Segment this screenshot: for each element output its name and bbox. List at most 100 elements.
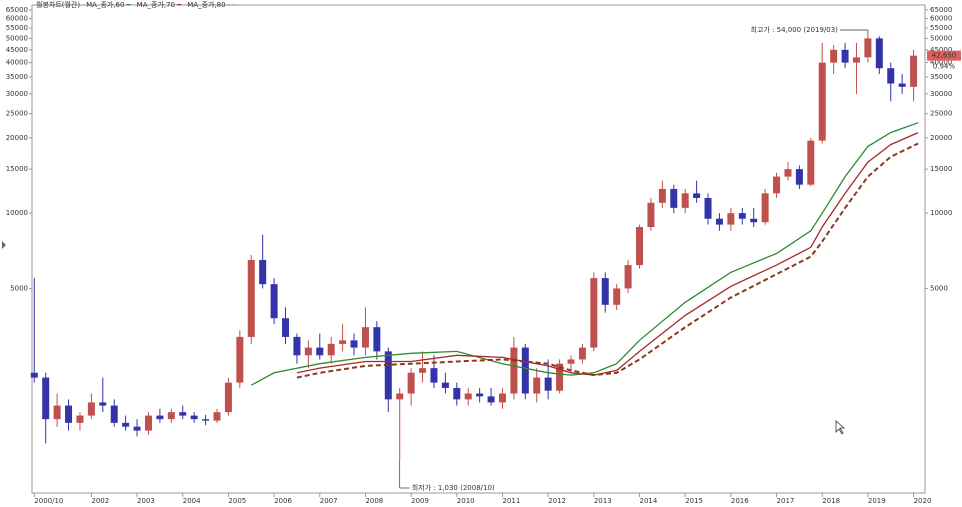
candle-body — [76, 415, 84, 423]
ma-line — [296, 142, 919, 379]
change-label: 0.94% — [933, 63, 956, 71]
candle-body — [167, 412, 175, 420]
mouse-cursor — [835, 420, 846, 435]
x-tick-label: 2007 — [320, 497, 338, 505]
x-tick-label: 2010 — [457, 497, 475, 505]
candle-body — [373, 327, 381, 352]
candle-body — [556, 363, 564, 391]
candle-body — [430, 368, 438, 383]
candle-body — [202, 419, 210, 421]
candle-body — [818, 62, 826, 141]
y-tick-label: 15000 — [6, 165, 28, 173]
candle-body — [852, 57, 860, 63]
legend-label: MA_종가,80 — [187, 0, 225, 9]
legend-title: 월봉차트(월간) — [36, 0, 80, 9]
ma-line — [250, 122, 919, 386]
legend-swatch: - - — [228, 1, 236, 9]
x-tick-label: 2016 — [731, 497, 749, 505]
candle-body — [396, 393, 404, 400]
y-tick-label: 60000 — [930, 15, 952, 23]
y-tick-label: 35000 — [6, 73, 28, 81]
x-tick-label: 2013 — [594, 497, 612, 505]
candle-body — [693, 193, 701, 198]
candle-body — [65, 405, 73, 423]
candle-body — [738, 213, 746, 219]
side-arrow[interactable] — [2, 241, 6, 249]
y-tick-label: 25000 — [930, 110, 952, 118]
x-tick-label: 2003 — [137, 497, 155, 505]
candle-body — [567, 359, 575, 364]
y-tick-label: 40000 — [930, 59, 952, 67]
candle-body — [419, 368, 427, 373]
last-price-label: 42,650 — [932, 52, 957, 60]
candle-body — [42, 377, 50, 420]
x-tick-label: 2005 — [228, 497, 246, 505]
candle-body — [761, 193, 769, 223]
y-tick-label: 25000 — [6, 110, 28, 118]
x-tick-label: 2000/10 — [34, 497, 63, 505]
candle-body — [407, 372, 415, 394]
y-tick-label: 55000 — [930, 24, 952, 32]
last-price-box — [927, 50, 961, 61]
candle-body — [282, 318, 290, 337]
candle-body — [498, 393, 506, 403]
candle-body — [590, 278, 598, 348]
candle-body — [259, 259, 267, 285]
y-tick-label: 65000 — [930, 6, 952, 14]
y-tick-label: 50000 — [930, 34, 952, 42]
candle-body — [361, 327, 369, 348]
candle-body — [99, 402, 107, 406]
candle-body — [670, 188, 678, 208]
x-tick-label: 2011 — [502, 497, 520, 505]
x-tick-label: 2019 — [868, 497, 886, 505]
candle-body — [830, 49, 838, 63]
candle-body — [327, 343, 335, 356]
candle-body — [533, 377, 541, 394]
candle-body — [122, 422, 130, 427]
x-tick-label: 2002 — [91, 497, 109, 505]
candle-body — [750, 218, 758, 223]
candle-body — [133, 426, 141, 431]
plot-frame — [31, 4, 926, 494]
candle-body — [704, 197, 712, 219]
candle-body — [521, 347, 529, 394]
candle-body — [773, 176, 781, 194]
y-tick-label: 60000 — [6, 15, 28, 23]
y-tick-label: 20000 — [930, 134, 952, 142]
legend-label: MA_종가,60 — [86, 0, 124, 9]
y-tick-label: 30000 — [6, 90, 28, 98]
candle-body — [110, 405, 118, 423]
x-tick-label: 2004 — [183, 497, 201, 505]
x-tick-label: 2015 — [685, 497, 703, 505]
candle-body — [578, 347, 586, 360]
x-tick-label: 2020 — [914, 497, 932, 505]
candle-body — [384, 351, 392, 400]
candle-body — [647, 202, 655, 228]
candle-body — [144, 415, 152, 431]
x-tick-label: 2008 — [365, 497, 383, 505]
y-tick-label: 55000 — [6, 24, 28, 32]
x-tick-label: 2009 — [411, 497, 429, 505]
candle-body — [30, 372, 38, 378]
legend-swatch: ━ — [176, 1, 182, 9]
candle-body — [293, 336, 301, 356]
x-tick-label: 2006 — [274, 497, 292, 505]
candle-body — [487, 396, 495, 403]
candle-body — [841, 49, 849, 63]
y-tick-label: 15000 — [930, 165, 952, 173]
candle-body — [795, 169, 803, 185]
candle-body — [441, 382, 449, 388]
x-tick-label: 2018 — [822, 497, 840, 505]
candle-body — [213, 412, 221, 421]
candle-body — [53, 405, 61, 420]
candle-body — [270, 284, 278, 319]
candle-body — [807, 140, 815, 185]
candle-body — [350, 340, 358, 348]
candle-body — [624, 265, 632, 289]
legend-swatch: ━ — [125, 1, 131, 9]
candle-body — [864, 38, 872, 58]
candle-body — [887, 68, 895, 84]
y-tick-label: 30000 — [930, 90, 952, 98]
